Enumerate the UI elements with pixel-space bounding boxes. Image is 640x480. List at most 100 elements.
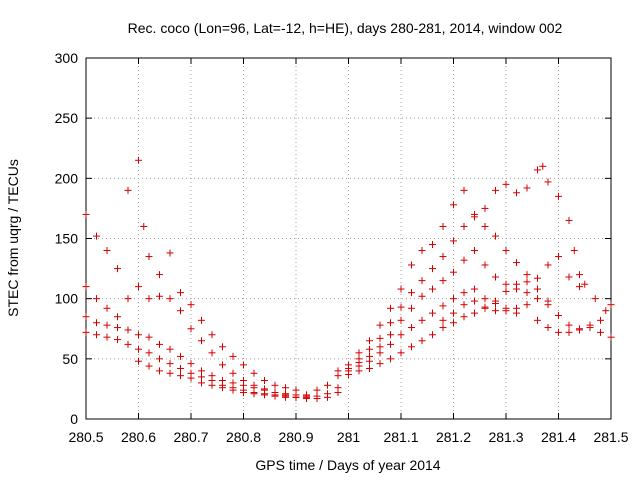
- x-tick-label: 281.4: [541, 429, 576, 445]
- data-point: [324, 381, 331, 389]
- data-point: [607, 301, 615, 309]
- data-point: [198, 373, 205, 381]
- data-point: [198, 316, 205, 324]
- data-point: [565, 273, 573, 281]
- data-point: [502, 180, 510, 188]
- data-point: [460, 289, 468, 297]
- data-point: [345, 370, 352, 378]
- data-point: [439, 324, 447, 332]
- data-point: [135, 156, 142, 164]
- data-point: [156, 355, 163, 363]
- data-point: [303, 393, 310, 401]
- data-point: [355, 349, 363, 357]
- x-tick-label: 281.1: [383, 429, 418, 445]
- data-point: [523, 301, 531, 309]
- data-point: [471, 297, 478, 305]
- data-point: [408, 324, 415, 332]
- data-point: [502, 307, 510, 315]
- data-point: [166, 249, 174, 257]
- data-point: [240, 361, 247, 369]
- data-point: [198, 367, 205, 375]
- data-point: [261, 391, 268, 399]
- x-tick-label: 280.5: [68, 429, 103, 445]
- data-point: [103, 304, 111, 312]
- data-point: [429, 265, 436, 273]
- data-point: [460, 186, 468, 194]
- data-point: [597, 316, 604, 324]
- data-point: [534, 285, 541, 293]
- data-point: [177, 289, 184, 297]
- data-point: [292, 393, 300, 401]
- data-point: [82, 283, 90, 291]
- data-point: [250, 390, 258, 398]
- data-point: [450, 309, 457, 317]
- data-point: [429, 331, 436, 339]
- data-point: [166, 369, 174, 377]
- data-point: [376, 349, 384, 357]
- data-point: [439, 277, 447, 285]
- data-point: [439, 253, 447, 261]
- data-point: [240, 389, 247, 397]
- data-point: [103, 333, 111, 341]
- data-point: [429, 309, 436, 317]
- grid-lines: [86, 58, 611, 419]
- data-point: [471, 247, 478, 255]
- data-point: [219, 343, 226, 351]
- y-tick-label: 50: [62, 351, 78, 367]
- data-point: [591, 295, 599, 303]
- data-point: [82, 313, 90, 321]
- data-point: [513, 304, 520, 312]
- data-point: [523, 289, 531, 297]
- data-point: [502, 247, 510, 255]
- y-tick-label: 100: [55, 291, 79, 307]
- data-point: [166, 345, 174, 353]
- data-point: [313, 392, 321, 400]
- data-point: [145, 253, 153, 261]
- data-point: [198, 379, 205, 387]
- y-axis-label: STEC from uqrg / TECUs: [5, 159, 21, 317]
- data-point: [397, 316, 405, 324]
- data-point: [355, 367, 363, 375]
- data-point: [145, 362, 153, 370]
- data-point: [187, 301, 195, 309]
- data-point: [492, 232, 499, 240]
- data-point: [555, 328, 562, 336]
- data-point: [334, 367, 342, 375]
- data-point: [492, 186, 499, 194]
- data-point: [450, 268, 457, 276]
- data-point: [429, 241, 436, 249]
- x-tick-labels: 280.5 280.6 280.7 280.8 280.9 281 281.1 281.2 28…: [68, 429, 628, 445]
- data-point: [208, 349, 216, 357]
- chart-title: Rec. coco (Lon=96, Lat=-12, h=HE), days …: [128, 20, 563, 36]
- x-tick-label: 281.3: [488, 429, 523, 445]
- data-point: [282, 384, 289, 392]
- data-point: [124, 326, 132, 334]
- data-point: [334, 384, 342, 392]
- data-point: [135, 283, 142, 291]
- data-point: [460, 256, 468, 264]
- data-point: [387, 331, 394, 339]
- data-point: [408, 343, 415, 351]
- data-point: [177, 307, 184, 315]
- x-axis-label: GPS time / Days of year 2014: [255, 457, 440, 473]
- data-point: [555, 192, 562, 200]
- data-point: [156, 292, 163, 300]
- x-tick-label: 281: [337, 429, 361, 445]
- data-point: [397, 331, 405, 339]
- axis-ticks: [85, 57, 612, 420]
- data-point: [82, 210, 90, 218]
- data-point: [565, 328, 573, 336]
- data-point: [523, 278, 531, 286]
- data-point: [523, 184, 531, 192]
- y-tick-label: 150: [55, 231, 79, 247]
- data-point: [271, 392, 279, 400]
- y-tick-label: 0: [70, 411, 78, 427]
- data-point: [418, 337, 426, 345]
- data-point: [114, 324, 121, 332]
- data-point: [513, 259, 520, 267]
- data-point: [187, 360, 195, 368]
- data-point: [602, 307, 610, 315]
- data-point: [534, 274, 541, 282]
- data-point: [439, 302, 447, 310]
